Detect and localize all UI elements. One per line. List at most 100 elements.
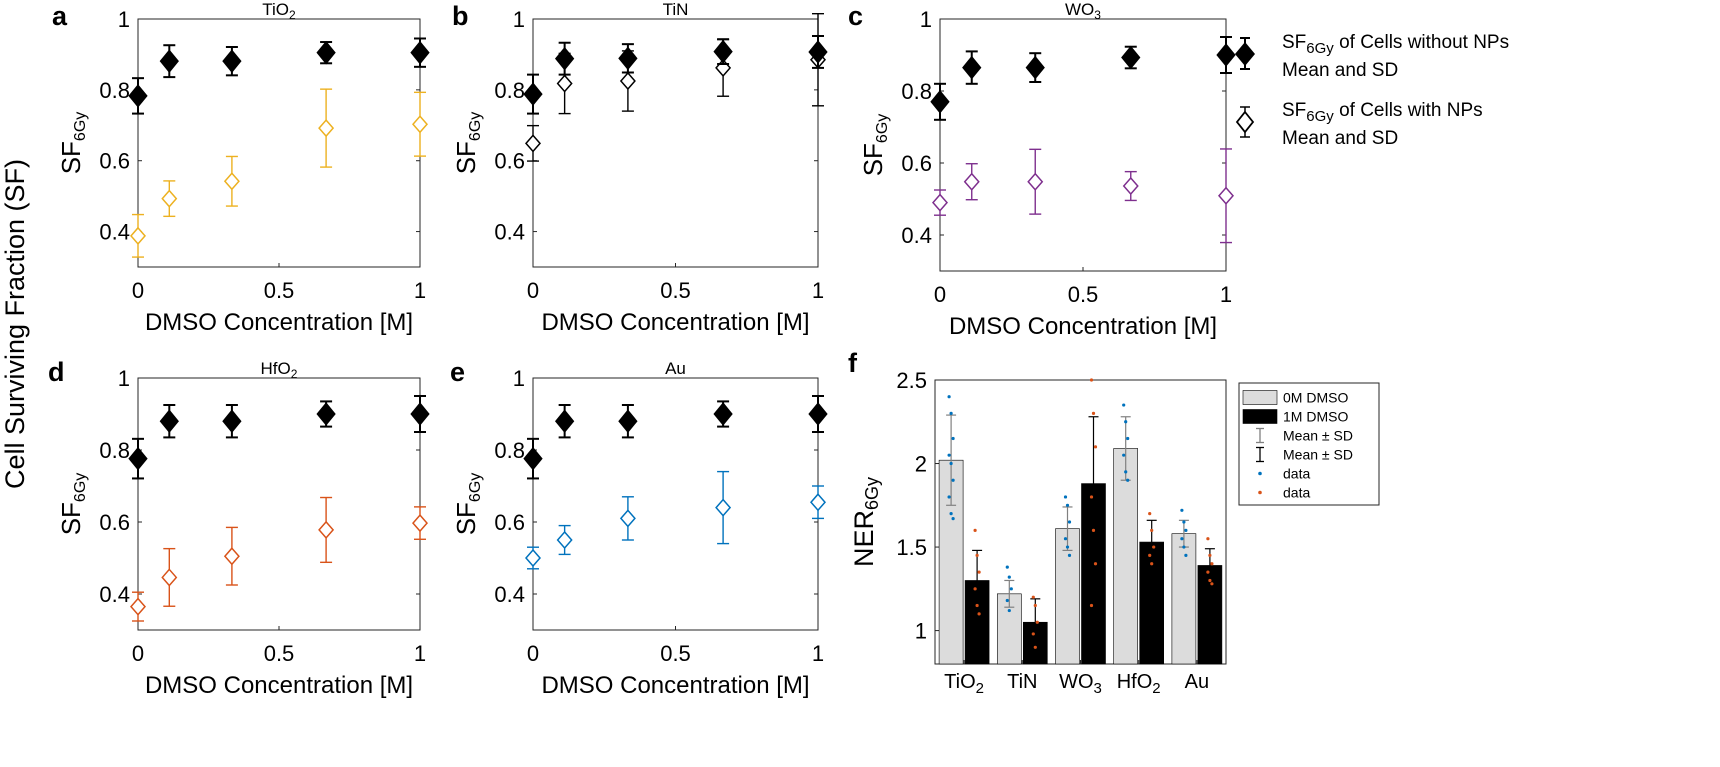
y-tick-label: 0.4 [99,582,130,607]
point-without-nps [128,77,148,115]
filled-diamond-icon [1235,42,1255,66]
data-point [1182,545,1186,549]
y-axis-label-sub: 6Gy [467,112,484,141]
data-point [975,603,979,608]
x-tick-label: 1 [414,641,426,666]
data-point [1150,528,1154,532]
y-tick-label: 0.4 [99,220,130,245]
x-tick-label: 0.5 [264,278,295,303]
y-axis-label-sub: 6Gy [874,114,891,143]
y-axis-label: SF6Gy [858,114,891,177]
open-diamond-marker [161,189,178,208]
panel-title-sub: 2 [291,367,298,381]
point-without-nps [930,82,950,121]
filled-diamond-marker [222,409,242,433]
legend-entry-without-nps-line2: Mean and SD [1282,60,1398,81]
filled-diamond-marker [1216,43,1236,67]
y-tick-label: 0.4 [901,223,932,248]
data-point [1206,570,1210,574]
panel-title-main: Au [665,359,686,378]
point-with-nps [130,213,146,258]
legend-entry-without-nps-line1: SF6Gy of Cells without NPs [1282,32,1509,57]
panel-title-main: TiO [262,0,289,19]
point-with-nps [715,470,732,545]
legend-label: data [1283,485,1310,501]
point-without-nps [523,73,543,115]
y-axis-label-main: SF [451,141,481,174]
data-point [973,587,977,591]
y-tick-label: 1 [118,366,130,391]
data-point [1009,587,1013,591]
data-point [1093,445,1098,449]
x-tick-label-main: TiN [1007,671,1037,693]
x-tick-label: 0.5 [264,641,295,666]
data-point [1180,508,1184,512]
filled-diamond-marker [1025,55,1045,80]
point-with-nps [1218,148,1234,244]
point-without-nps [554,41,575,76]
point-with-nps [932,189,948,216]
data-point [977,570,981,574]
x-tick-label: 0 [934,282,946,307]
shared-ylabel: Cell Surviving Fraction (SF) [0,159,30,489]
panel-title-main: TiN [663,0,689,19]
panel-letter-d: d [48,357,65,387]
data-point [1182,520,1186,524]
legend-f: 0M DMSO 1M DMSO Mean ± SD Mean ± SD data data [1238,382,1380,506]
data-point [977,612,981,616]
data-point [1031,595,1035,599]
filled-diamond-marker [962,55,982,80]
panel-title: TiN [663,0,689,19]
y-axis-label-sub: 6Gy [467,473,484,502]
open-diamond-marker [715,58,732,78]
data-point [975,553,979,558]
x-tick-label: TiN [1007,671,1037,693]
filled-diamond-marker [808,40,828,64]
point-without-nps [316,40,336,65]
open-diamond-marker [318,118,335,138]
legend-label: 0M DMSO [1283,390,1348,406]
bar-0m [1055,528,1080,665]
bar-0m [1113,448,1138,665]
data-point [1093,562,1098,566]
data-point [1089,378,1094,382]
open-diamond-marker [932,193,948,212]
y-tick-label: 0.4 [494,220,525,245]
point-without-nps [222,404,242,439]
open-diamond-marker [619,509,636,528]
x-tick-label: 0.5 [1068,282,1099,307]
filled-diamond-marker [554,46,575,71]
data-point [1208,553,1212,558]
data-point [1184,528,1188,532]
data-point [1126,436,1130,441]
legend-entry-with-nps-line1: SF6Gy of Cells with NPs [1282,100,1483,125]
data-point [1091,528,1096,532]
data-point [1007,608,1011,613]
filled-diamond-marker [554,409,575,433]
data-point [1033,603,1037,608]
data-point [951,436,955,441]
open-diamond-marker [525,134,541,153]
point-without-nps [808,35,828,69]
point-without-nps [713,400,733,428]
y-tick-label: 1 [920,7,932,32]
open-diamond-marker [412,115,428,134]
filled-diamond-marker [713,39,733,64]
data-point [1067,520,1072,524]
point-with-nps [130,591,146,622]
panel-title-main: WO [1065,0,1094,19]
x-axis-label: DMSO Concentration [M] [541,672,809,699]
data-point [947,495,951,499]
filled-diamond-marker [930,90,950,114]
legend-entry-with-nps: SF6Gy of Cells with NPs Mean and SD [1235,100,1483,149]
y-axis-label: SF6Gy [56,112,89,175]
legend-swatch [1242,390,1278,405]
data-point [1063,537,1068,541]
legend-label: Mean ± SD [1283,428,1353,444]
data-point [1067,553,1072,558]
point-without-nps [1121,45,1141,70]
open-diamond-marker [318,520,335,540]
